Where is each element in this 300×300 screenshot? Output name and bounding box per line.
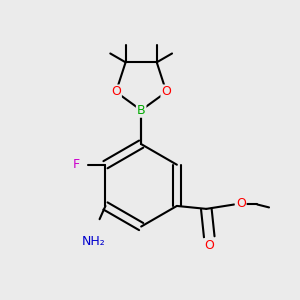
Text: O: O [204,239,214,252]
Text: O: O [161,85,171,98]
Text: O: O [111,85,121,98]
Text: O: O [236,197,246,210]
Text: F: F [73,158,80,171]
Text: NH₂: NH₂ [82,235,106,248]
Text: B: B [137,104,146,117]
